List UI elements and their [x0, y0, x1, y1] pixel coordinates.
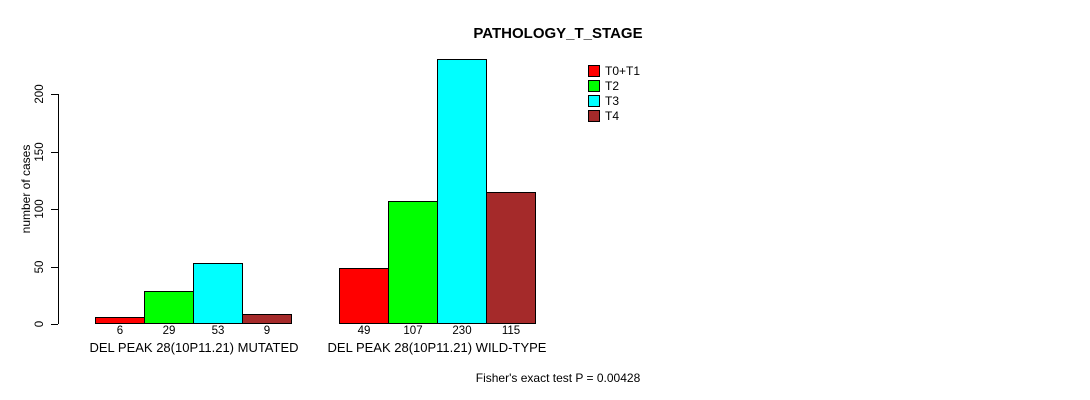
legend-label: T2 — [605, 79, 620, 93]
y-axis-tick-label: 150 — [34, 142, 46, 162]
chart-title: PATHOLOGY_T_STAGE — [473, 25, 643, 42]
legend-label: T4 — [605, 109, 620, 123]
legend-swatch-t0-t1 — [588, 65, 600, 77]
bar-value-label: 53 — [211, 325, 225, 337]
y-axis-tick-label: 200 — [34, 84, 46, 104]
bar-t0-t1 — [339, 268, 389, 324]
legend-item: T2 — [588, 80, 640, 92]
bar-t4 — [242, 314, 292, 324]
y-axis-tick — [51, 267, 58, 268]
group-label-mutated: DEL PEAK 28(10P11.21) MUTATED — [89, 340, 299, 355]
bar-t2 — [144, 291, 194, 324]
bar-value-label: 230 — [452, 325, 472, 337]
y-axis-tick — [51, 324, 58, 325]
bar-value-label: 6 — [116, 325, 124, 337]
y-axis-line — [58, 94, 59, 324]
bar-value-label: 9 — [263, 325, 271, 337]
y-axis-tick-label: 50 — [34, 260, 46, 274]
y-axis-tick — [51, 152, 58, 153]
bar-value-label: 29 — [162, 325, 176, 337]
legend-swatch-t4 — [588, 110, 600, 122]
bar-t0-t1 — [95, 317, 145, 324]
y-axis-tick-label: 100 — [34, 199, 46, 219]
legend-swatch-t2 — [588, 80, 600, 92]
bar-t3 — [193, 263, 243, 324]
legend-label: T3 — [605, 94, 620, 108]
bar-value-label: 107 — [403, 325, 423, 337]
group-label-wild-type: DEL PEAK 28(10P11.21) WILD-TYPE — [327, 340, 547, 355]
legend-label: T0+T1 — [605, 64, 641, 78]
y-axis-tick — [51, 94, 58, 95]
bar-t2 — [388, 201, 438, 324]
fisher-test-annotation: Fisher's exact test P = 0.00428 — [475, 371, 641, 385]
legend-item: T4 — [588, 110, 640, 122]
legend-item: T3 — [588, 95, 640, 107]
bar-value-label: 49 — [357, 325, 371, 337]
legend-item: T0+T1 — [588, 65, 640, 77]
legend-swatch-t3 — [588, 95, 600, 107]
bar-t4 — [486, 192, 536, 324]
legend: T0+T1 T2 T3 T4 — [588, 65, 640, 125]
bar-value-label: 115 — [501, 325, 521, 337]
y-axis-tick — [51, 209, 58, 210]
bar-t3 — [437, 59, 487, 324]
y-axis-tick-label: 0 — [34, 320, 46, 328]
y-axis-label: number of cases — [19, 144, 33, 234]
